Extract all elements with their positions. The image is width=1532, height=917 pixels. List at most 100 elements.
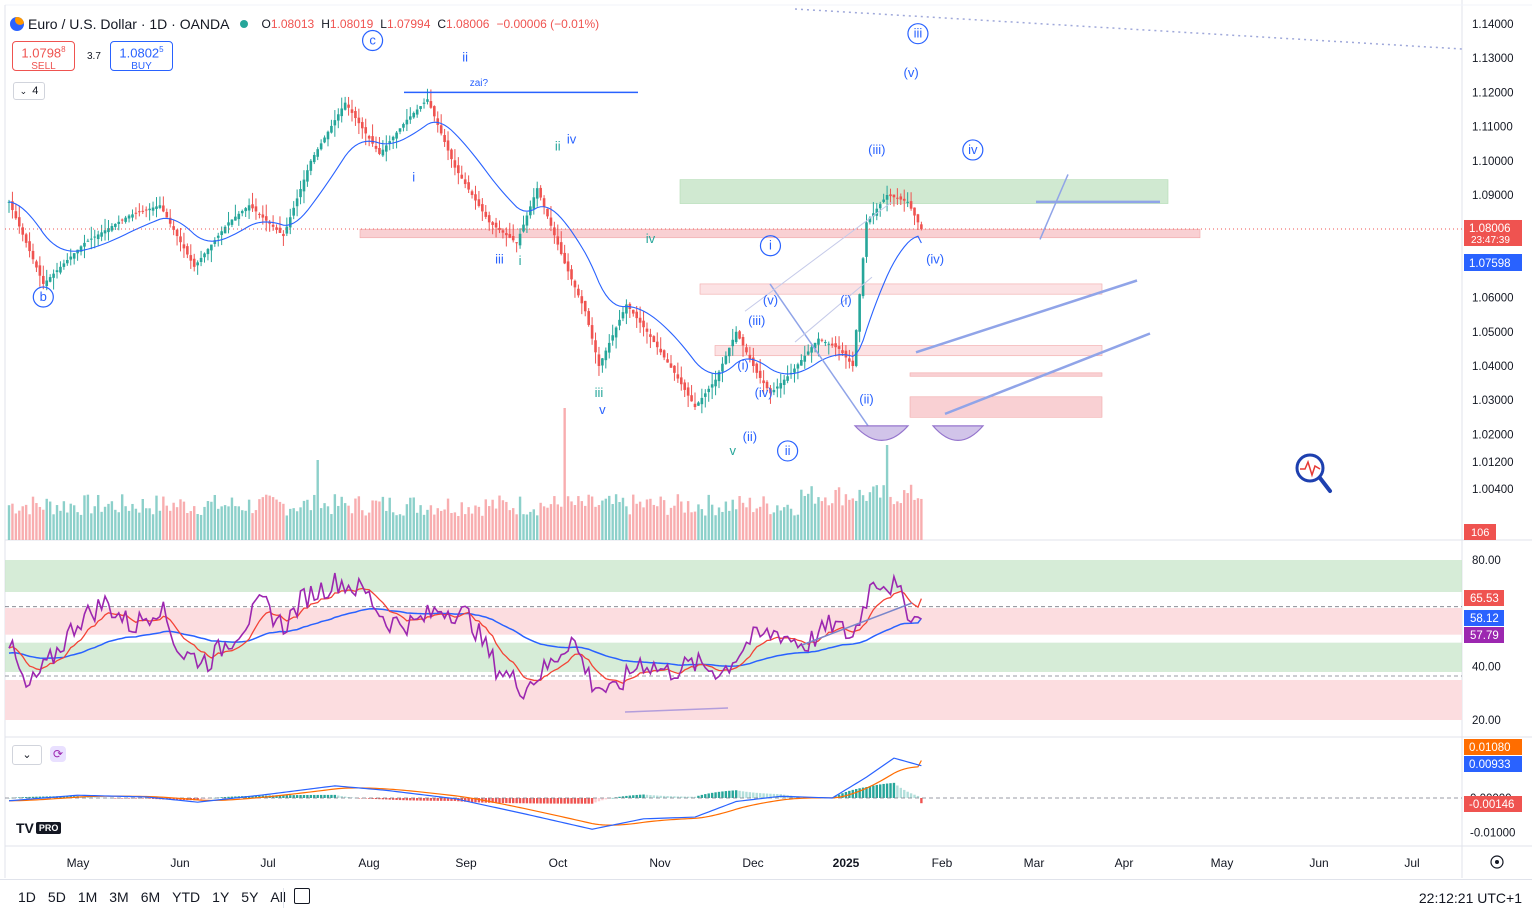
volume-bar: [570, 501, 573, 540]
macd-hist-bar: [594, 798, 597, 803]
candle-body: [577, 288, 580, 296]
price-tick: 1.04000: [1472, 361, 1514, 373]
macd-hist-bar: [652, 795, 656, 798]
volume-bar: [697, 504, 700, 540]
candle: [872, 202, 875, 225]
candle-body: [398, 128, 402, 132]
candle: [86, 238, 90, 242]
indicators-toggle[interactable]: ⌄ 4: [13, 82, 45, 100]
candle-body: [247, 205, 251, 211]
candle: [522, 215, 525, 233]
candle-body: [175, 229, 179, 237]
volume-bar: [165, 505, 168, 540]
candle: [66, 253, 69, 266]
candle-body: [292, 207, 295, 216]
wave-label: i: [769, 238, 772, 253]
candle-body: [186, 246, 189, 255]
volume-bar: [86, 494, 90, 540]
candle: [72, 253, 76, 265]
volume-bar: [278, 501, 282, 540]
candle-body: [31, 250, 35, 260]
volume-bar: [837, 487, 841, 540]
refresh-icon[interactable]: ⟳: [50, 746, 66, 762]
tradingview-logo[interactable]: TV PRO: [16, 820, 62, 836]
candle-body: [127, 215, 131, 219]
candle: [827, 341, 831, 355]
wave-label: v: [599, 402, 606, 417]
candle: [415, 104, 419, 118]
candle: [189, 244, 193, 269]
timeframe-ytd[interactable]: YTD: [172, 889, 201, 905]
timeframe-6m[interactable]: 6M: [140, 889, 161, 905]
volume-bar: [590, 496, 594, 540]
candle-body: [172, 226, 175, 230]
candle-body: [779, 383, 783, 389]
candle: [103, 218, 107, 241]
macd-hist-bar: [858, 788, 861, 798]
timeframe-3m[interactable]: 3M: [109, 889, 129, 905]
wave-circle: [777, 440, 799, 462]
volume-bar: [728, 510, 731, 540]
candle-body: [549, 217, 553, 226]
timeframe-1y[interactable]: 1Y: [212, 889, 230, 905]
rsi-ma-line: [8, 587, 922, 684]
volume-bar: [494, 508, 498, 540]
volume-bar: [234, 506, 237, 540]
rsi-badge-value: 65.53: [1470, 593, 1499, 605]
volume-bar: [690, 512, 693, 540]
candle-body: [134, 212, 138, 214]
candle: [889, 188, 892, 205]
macd-hist-bar: [405, 798, 409, 801]
candle: [433, 105, 436, 122]
macd-collapse-button[interactable]: ⌄: [12, 745, 42, 765]
volume-bar: [38, 506, 42, 540]
candle-body: [844, 350, 848, 358]
candle-body: [333, 120, 337, 126]
volume-bar: [196, 514, 199, 540]
settings-gear-icon-center: [1495, 860, 1499, 864]
sell-button[interactable]: 1.07988 SELL: [12, 41, 75, 72]
candle: [830, 337, 834, 348]
candle: [450, 148, 453, 168]
volume-bar: [577, 496, 580, 540]
price-tick: 1.00400: [1472, 484, 1514, 496]
timeframe-1d[interactable]: 1D: [18, 889, 36, 905]
candle-body: [522, 224, 525, 232]
macd-hist-bar: [220, 797, 223, 798]
volume-bar: [244, 510, 247, 540]
volume-bar: [614, 494, 618, 540]
volume-bar: [378, 501, 381, 540]
timeframe-all[interactable]: All: [270, 889, 286, 905]
candle: [587, 308, 590, 327]
volume-bar: [59, 510, 62, 540]
volume-bar: [693, 511, 697, 540]
symbol-title[interactable]: Euro / U.S. Dollar · 1D · OANDA: [28, 16, 230, 32]
volume-bar: [844, 494, 848, 540]
calendar-icon[interactable]: [294, 888, 310, 904]
buy-button[interactable]: 1.08025 BUY: [110, 41, 173, 72]
candle: [631, 309, 635, 317]
candle-body: [542, 198, 546, 207]
candle: [439, 114, 443, 136]
volume-bar: [889, 496, 892, 540]
macd-hist-bar: [632, 795, 635, 798]
volume-bar: [717, 507, 721, 540]
macd-hist-bar: [683, 796, 686, 798]
candle: [114, 223, 117, 231]
timeframe-5d[interactable]: 5D: [47, 889, 66, 905]
volume-bar: [141, 498, 144, 540]
volume-bar: [573, 505, 577, 540]
macd-hist-bar: [134, 798, 138, 799]
timeframe-5y[interactable]: 5Y: [241, 889, 259, 905]
macd-line: [8, 757, 922, 830]
candle: [477, 190, 481, 208]
candle-body: [415, 109, 419, 115]
macd-hist-bar: [347, 797, 350, 798]
volume-bar: [450, 512, 453, 540]
dotted-trendline: [794, 8, 1463, 50]
clock-timezone[interactable]: 22:12:21 UTC+1: [1418, 890, 1522, 906]
volume-bar: [827, 505, 830, 540]
timeframe-1m[interactable]: 1M: [77, 889, 98, 905]
macd-hist-bar: [621, 796, 625, 798]
